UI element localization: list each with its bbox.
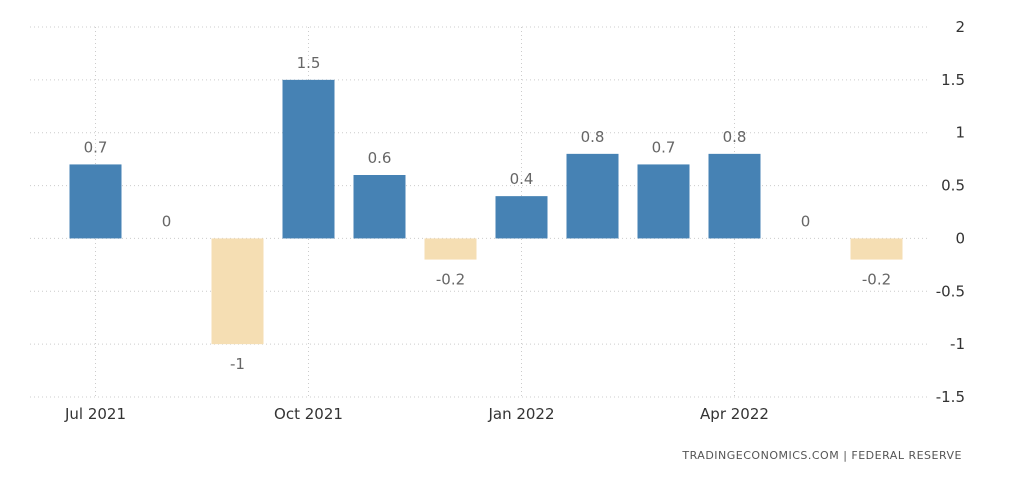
x-tick-label: Oct 2021: [274, 405, 343, 423]
y-axis: 2 1.5 1 0.5 0 -0.5 -1 -1.5: [936, 18, 965, 406]
x-axis: Jul 2021 Oct 2021 Jan 2022 Apr 2022: [64, 405, 769, 423]
bar-mar-2022: [637, 164, 690, 239]
bars: [69, 79, 903, 345]
x-tick-label: Jan 2022: [487, 405, 554, 423]
data-label: 0.4: [510, 170, 534, 188]
data-label: 0: [162, 212, 172, 230]
data-labels: 0.7 0 -1 1.5 0.6 -0.2 0.4 0.8 0.7 0.8 0 -0.2: [84, 54, 892, 373]
data-label: -0.2: [862, 271, 891, 289]
data-label: 0: [801, 212, 811, 230]
bar-dec-2021: [424, 238, 477, 260]
data-label: 0.8: [723, 128, 747, 146]
y-tick-label: -1.5: [936, 388, 965, 406]
data-label: -1: [230, 355, 245, 373]
bar-oct-2021: [282, 79, 335, 239]
data-label: 1.5: [297, 54, 321, 72]
data-label: 0.8: [581, 128, 605, 146]
x-tick-label: Apr 2022: [700, 405, 769, 423]
bar-jun-2022: [850, 238, 903, 260]
source-credit: TRADINGECONOMICS.COM | FEDERAL RESERVE: [682, 449, 962, 462]
bar-chart: 0.7 0 -1 1.5 0.6 -0.2 0.4 0.8 0.7 0.8 0 -0.2 2 1.5 1 0…: [30, 18, 965, 423]
y-tick-label: -1: [950, 335, 965, 353]
data-label: -0.2: [436, 271, 465, 289]
bar-jul-2021: [69, 164, 122, 239]
data-label: 0.6: [368, 149, 392, 167]
y-tick-label: 0: [955, 229, 965, 247]
y-tick-label: 1.5: [941, 71, 965, 89]
y-tick-label: -0.5: [936, 282, 965, 300]
y-tick-label: 2: [955, 18, 965, 36]
x-tick-label: Jul 2021: [64, 405, 126, 423]
data-label: 0.7: [84, 138, 108, 156]
y-tick-label: 1: [955, 124, 965, 142]
y-tick-label: 0.5: [941, 177, 965, 195]
bar-apr-2022: [708, 153, 761, 239]
bar-jan-2022: [495, 196, 548, 239]
bar-sep-2021: [211, 238, 264, 345]
bar-feb-2022: [566, 153, 619, 239]
bar-nov-2021: [353, 175, 406, 239]
data-label: 0.7: [652, 138, 676, 156]
